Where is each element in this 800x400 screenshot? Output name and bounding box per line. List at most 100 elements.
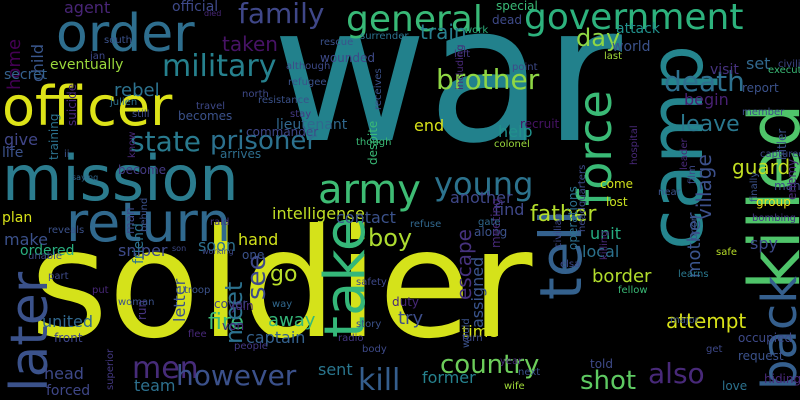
- word-head: head: [44, 364, 84, 383]
- word-shot: shot: [580, 366, 637, 396]
- word-make: make: [4, 230, 48, 249]
- word-team: team: [134, 376, 176, 395]
- word-enemy: enemy: [785, 158, 799, 200]
- word-son: son: [172, 244, 187, 253]
- word-military: military: [162, 49, 277, 84]
- word-attempt: attempt: [666, 309, 747, 333]
- word-hospital: hospital: [629, 125, 640, 165]
- word-help: help: [498, 122, 533, 141]
- word-go: go: [270, 262, 298, 287]
- word-general: general: [346, 0, 483, 40]
- word-family: family: [238, 0, 325, 30]
- word-becomes: becomes: [178, 109, 233, 123]
- word-story: story: [356, 319, 382, 330]
- word-local: local: [582, 242, 620, 261]
- word-border: border: [592, 266, 652, 287]
- word-julien: julien: [110, 97, 138, 108]
- word-safety: safety: [356, 277, 387, 288]
- word-report: report: [742, 81, 779, 95]
- word-another: another: [450, 188, 513, 207]
- word-forced: forced: [46, 383, 91, 399]
- word-north: north: [242, 89, 269, 100]
- word-von: von: [222, 319, 245, 333]
- word-mission: mission: [2, 142, 239, 215]
- word-travel: travel: [196, 101, 226, 112]
- word-rescue: rescue: [320, 37, 354, 48]
- word-although: although: [286, 61, 331, 72]
- word-unable: unable: [28, 251, 63, 262]
- word-gate: gate: [478, 217, 501, 228]
- word-try: try: [398, 308, 424, 329]
- word-working: working: [202, 247, 234, 256]
- word-jan: jan: [90, 51, 106, 62]
- word-set: set: [746, 54, 771, 73]
- word-kill: kill: [358, 363, 401, 398]
- word-recruit: recruit: [520, 117, 560, 131]
- word-lieutenant: lieutenant: [276, 117, 348, 133]
- word-colonel: colonel: [494, 139, 530, 150]
- word-hitler: hitler: [775, 128, 789, 160]
- word-way: way: [272, 299, 293, 310]
- word-many: many: [774, 179, 800, 193]
- word-bombing: bombing: [752, 213, 797, 224]
- word-next: next: [518, 367, 541, 378]
- word-special: special: [496, 0, 538, 13]
- word-become: become: [118, 163, 167, 177]
- word-one: one: [242, 248, 265, 262]
- word-duty: duty: [392, 295, 420, 309]
- word-executed: executed: [768, 65, 800, 76]
- word-plan: plan: [2, 210, 33, 226]
- word-boy: boy: [368, 224, 413, 252]
- word-occupied: occupied: [738, 331, 793, 345]
- word-sniper: sniper: [118, 241, 168, 260]
- word-day: day: [576, 24, 621, 52]
- word-ii: ii: [64, 149, 70, 160]
- word-prisoner: prisoner: [210, 126, 318, 156]
- word-year: year: [500, 356, 523, 367]
- word-told: told: [590, 357, 613, 371]
- word-captured: captured: [760, 149, 800, 160]
- word-radio: radio: [338, 333, 364, 344]
- word-part: part: [48, 271, 69, 282]
- word-dead: dead: [492, 13, 522, 27]
- word-soon: soon: [198, 236, 237, 255]
- word-lost: lost: [606, 195, 628, 209]
- word-men: men: [132, 351, 199, 386]
- word-superior: superior: [105, 348, 116, 390]
- word-attack: attack: [616, 21, 660, 37]
- word-find: find: [494, 200, 525, 219]
- word-order: order: [56, 4, 195, 64]
- word-left: left: [454, 49, 471, 60]
- word-still: still: [132, 109, 150, 120]
- word-begin: begin: [684, 90, 729, 109]
- word-suicide: suicide: [65, 83, 79, 126]
- word-taken: taken: [222, 32, 278, 56]
- word-stay: stay: [290, 109, 312, 120]
- word-fire: fire: [208, 310, 244, 335]
- word-ordered: ordered: [20, 243, 75, 259]
- word-brother: brother: [436, 63, 540, 96]
- word-war: war: [272, 0, 622, 185]
- word-end: end: [414, 116, 445, 135]
- word-know: know: [127, 131, 138, 158]
- word-point: point: [512, 62, 538, 73]
- word-get: get: [706, 344, 723, 355]
- word-unit: unit: [590, 224, 621, 243]
- word-country: country: [440, 350, 540, 380]
- word-away: away: [268, 310, 316, 331]
- word-people: people: [234, 341, 268, 352]
- word-work: work: [464, 25, 489, 36]
- word-safe: safe: [716, 247, 738, 258]
- word-state: state: [130, 125, 201, 158]
- word-intelligence: intelligence: [272, 204, 365, 223]
- word-agent: agent: [64, 0, 111, 17]
- word-turn: turn: [462, 333, 483, 344]
- word-put: put: [92, 285, 109, 296]
- word-civilian: civilian: [778, 59, 800, 70]
- word-death: death: [664, 65, 745, 98]
- word-government: government: [524, 0, 744, 38]
- word-rebel: rebel: [114, 80, 160, 101]
- word-arrives: arrives: [220, 147, 262, 161]
- word-fellow: fellow: [618, 285, 648, 296]
- word-village: village: [692, 154, 716, 220]
